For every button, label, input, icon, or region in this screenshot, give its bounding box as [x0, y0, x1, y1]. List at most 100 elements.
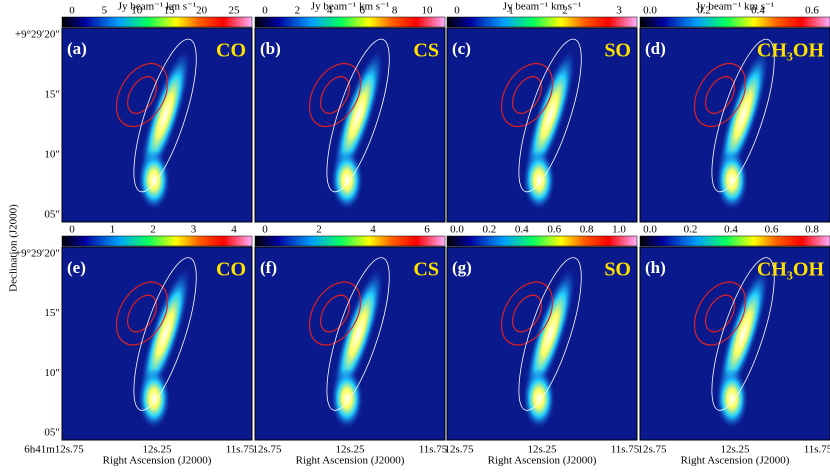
contour [319, 294, 351, 333]
colorbar-tick-label: 0.4 [515, 224, 529, 236]
panel-label: (d) [645, 39, 666, 58]
panel-label: (a) [67, 39, 87, 58]
colorbar-tick-label: 2 [316, 224, 322, 236]
x-axis-label: Right Ascension (J2000) [681, 455, 790, 467]
colorbar-tick-label: 0.4 [724, 224, 738, 236]
panel-label: (e) [67, 258, 86, 277]
contour [115, 62, 169, 128]
colorbar-tick-label: 0.2 [697, 5, 711, 17]
contour [693, 281, 747, 346]
x-tick-label: 6h41m12s.75 [24, 444, 84, 456]
panel-label: (g) [452, 258, 472, 277]
contour [711, 38, 775, 193]
colorbar-tick-label: 0.2 [483, 224, 497, 236]
molecule-label: CH₃OH [757, 40, 825, 62]
emission [716, 150, 748, 210]
y-axis-label: Declination (J2000) [8, 204, 20, 292]
contour [518, 257, 582, 411]
x-tick-label: 12s.25 [527, 444, 557, 456]
colorbar [61, 16, 253, 28]
contour [308, 281, 362, 346]
colorbar-tick-label: 0.0 [643, 5, 657, 17]
panel-label: (b) [260, 39, 281, 58]
colorbar [639, 235, 830, 247]
molecule-label: SO [604, 259, 631, 281]
x-tick-label: 12s.25 [335, 444, 365, 456]
colorbar-unit: Jy beam⁻¹ km s⁻¹ [118, 1, 196, 13]
x-tick-label: 11s.75 [226, 444, 255, 456]
colorbar [446, 16, 638, 28]
colorbar-unit: Jy beam⁻¹ km s⁻¹ [503, 1, 581, 13]
x-tick-label: 12s.25 [720, 444, 750, 456]
colorbar-tick-label: 3 [191, 224, 197, 236]
contour [704, 76, 736, 114]
colorbar-unit: Jy beam⁻¹ km s⁻¹ [696, 1, 774, 13]
colorbar-tick-label: 0.0 [450, 224, 464, 236]
panel-label: (f) [260, 258, 277, 277]
colorbar-tick-label: 6 [424, 224, 430, 236]
colorbar-tick-label: 20 [196, 5, 208, 17]
contour [511, 294, 543, 333]
molecule-label: CS [413, 259, 439, 281]
emission [524, 267, 576, 401]
contour [326, 257, 390, 411]
molecule-label: CO [216, 40, 246, 62]
contour [115, 281, 169, 346]
colorbar-tick-label: 3 [616, 5, 622, 17]
colorbar-tick-label: 0.6 [805, 5, 819, 17]
y-tick-label: 05″ [44, 427, 60, 439]
colorbar-tick-label: 2 [562, 5, 568, 17]
contour [518, 38, 582, 193]
x-axis-label: Right Ascension (J2000) [103, 455, 212, 467]
colorbar-tick-label: 0.6 [765, 224, 779, 236]
molecule-label: CH₃OH [757, 259, 825, 281]
colorbar-tick-label: 4 [231, 224, 237, 236]
contour [500, 281, 554, 346]
x-tick-label: 12s.75 [444, 444, 474, 456]
emission [716, 368, 748, 429]
colorbar-tick-label: 8 [392, 5, 398, 17]
emission [331, 150, 363, 210]
emission [138, 150, 170, 210]
panel-label: (h) [645, 258, 666, 277]
contour [500, 62, 554, 128]
emission [139, 48, 191, 183]
x-axis-label: Right Ascension (J2000) [296, 455, 405, 467]
colorbar-tick-label: 10 [131, 5, 143, 17]
x-tick-label: 11s.75 [804, 444, 830, 456]
contour [511, 76, 543, 114]
y-tick-label: 10″ [44, 367, 60, 379]
colorbar-tick-label: 1.0 [612, 224, 626, 236]
y-tick-label: 15″ [44, 89, 60, 101]
emission [523, 150, 555, 210]
colorbar-tick-label: 25 [229, 5, 241, 17]
colorbar-tick-label: 0 [262, 5, 268, 17]
x-axis-label: Right Ascension (J2000) [488, 455, 597, 467]
colorbar-tick-label: 0.8 [805, 224, 819, 236]
colorbar-tick-label: 0 [454, 5, 460, 17]
x-tick-label: 12s.75 [252, 444, 282, 456]
x-tick-label: 11s.75 [611, 444, 640, 456]
colorbar-tick-label: 1 [508, 5, 514, 17]
colorbar-tick-label: 6 [359, 5, 365, 17]
contour [326, 38, 390, 193]
y-tick-label: +9°29′20″ [15, 248, 60, 260]
emission [332, 48, 384, 183]
colorbar [446, 235, 638, 247]
y-tick-label: 15″ [44, 307, 60, 319]
colorbar-tick-label: 0 [69, 224, 75, 236]
colorbar-tick-label: 0.6 [547, 224, 561, 236]
colorbar-tick-label: 15 [164, 5, 176, 17]
contour [711, 257, 775, 411]
emission [717, 267, 769, 401]
colorbar-tick-label: 5 [102, 5, 108, 17]
colorbar-unit: Jy beam⁻¹ km s⁻¹ [311, 1, 389, 13]
emission [331, 368, 363, 429]
emission [138, 368, 170, 429]
colorbar-tick-label: 0 [69, 5, 75, 17]
y-tick-label: 05″ [44, 209, 60, 221]
panel-label: (c) [452, 39, 471, 58]
colorbar-tick-label: 2 [150, 224, 156, 236]
molecule-label: CS [413, 40, 439, 62]
